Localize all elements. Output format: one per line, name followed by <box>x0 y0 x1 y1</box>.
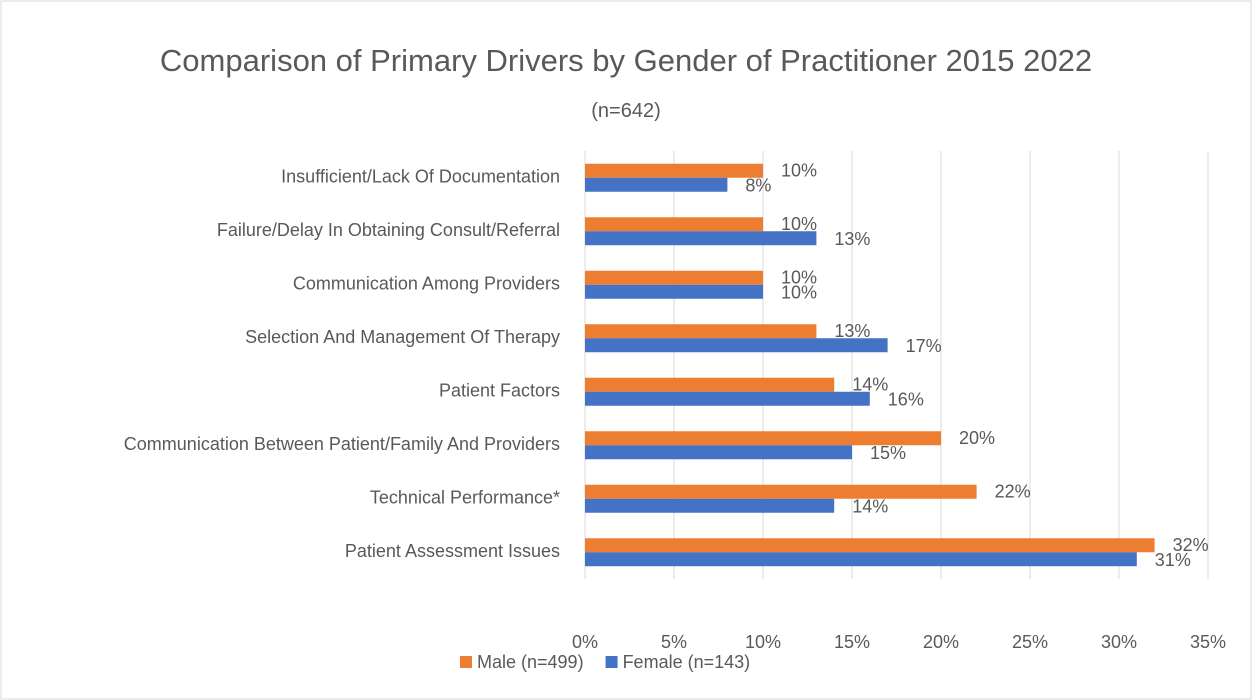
value-label: 13% <box>834 321 870 341</box>
chart-title-block: Comparison of Primary Drivers by Gender … <box>150 38 1102 134</box>
x-tick-label: 10% <box>745 632 781 652</box>
x-tick-label: 20% <box>923 632 959 652</box>
legend-swatch <box>605 656 618 668</box>
bar <box>585 431 941 446</box>
y-tick-label: Communication Between Patient/Family And… <box>124 434 560 454</box>
value-label: 14% <box>852 375 888 395</box>
value-label: 17% <box>906 336 942 356</box>
bar <box>585 391 870 406</box>
legend-swatch <box>460 656 472 668</box>
chart-title: Comparison of Primary Drivers by Gender … <box>159 43 1093 78</box>
x-tick-label: 15% <box>834 632 870 652</box>
value-label: 16% <box>888 390 924 410</box>
value-label: 20% <box>959 428 995 448</box>
value-label: 10% <box>781 214 817 234</box>
x-tick-label: 30% <box>1101 632 1137 652</box>
bar <box>585 231 817 246</box>
bar <box>585 484 977 499</box>
bar <box>585 538 1155 553</box>
y-tick-label: Failure/Delay In Obtaining Consult/Refer… <box>217 220 560 240</box>
value-label: 15% <box>870 443 906 463</box>
x-tick-label: 5% <box>661 632 687 652</box>
y-tick-label: Technical Performance* <box>370 488 560 508</box>
x-tick-label: 0% <box>572 632 598 652</box>
y-tick-label: Patient Assessment Issues <box>345 541 560 561</box>
y-tick-label: Communication Among Providers <box>293 274 560 294</box>
bar <box>585 445 852 460</box>
bar <box>585 338 888 353</box>
x-tick-label: 35% <box>1190 632 1226 652</box>
y-tick-label: Selection And Management Of Therapy <box>245 327 560 347</box>
value-label: 8% <box>745 176 771 196</box>
y-tick-label: Patient Factors <box>439 381 560 401</box>
bar <box>585 177 728 192</box>
value-label: 14% <box>852 497 888 517</box>
value-label: 10% <box>781 283 817 303</box>
legend-label: Female (n=143) <box>623 652 751 672</box>
bar <box>585 498 835 513</box>
bar <box>585 270 763 285</box>
value-label: 32% <box>1173 535 1209 555</box>
bar <box>585 377 835 392</box>
bar <box>585 163 763 178</box>
value-label: 10% <box>781 161 817 181</box>
y-tick-label: Insufficient/Lack Of Documentation <box>281 167 560 187</box>
chart-subtitle: (n=642) <box>591 100 661 122</box>
bar <box>585 552 1137 567</box>
value-label: 13% <box>834 229 870 249</box>
bar <box>585 324 817 339</box>
bar <box>585 284 763 299</box>
value-label: 31% <box>1155 550 1191 570</box>
value-label: 22% <box>995 482 1031 502</box>
value-label: 10% <box>781 268 817 288</box>
x-tick-label: 25% <box>1012 632 1048 652</box>
bar <box>585 217 763 232</box>
legend-label: Male (n=499) <box>477 652 584 672</box>
